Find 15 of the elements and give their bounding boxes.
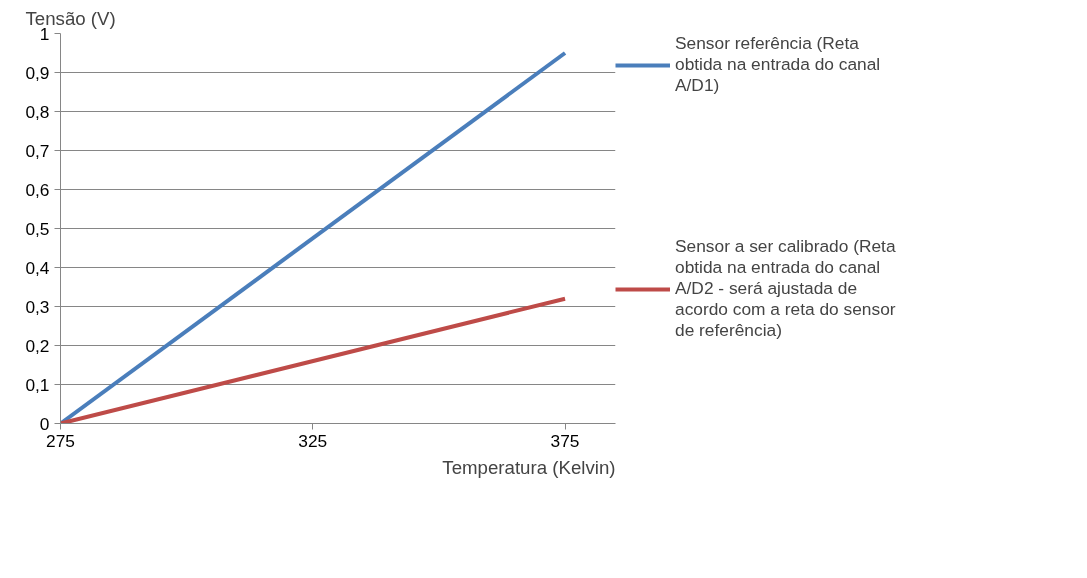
y-axis-title: Tensão (V): [25, 7, 116, 29]
y-tick-label: 0,5: [25, 218, 50, 239]
legend-label: Sensor a ser calibrado (Reta obtida na entrada do canal A/D2 - será ajustada de acordo com a reta do sensor de referência): [675, 236, 896, 341]
x-axis-title: Temperatura (Kelvin): [442, 456, 616, 478]
y-tick-label: 0,7: [25, 140, 50, 161]
y-tick-label: 0,4: [25, 257, 50, 278]
legend-label: Sensor referência (Reta obtida na entrada do canal A/D1): [675, 33, 881, 96]
y-tick-label: 0,2: [25, 335, 50, 356]
y-tick-label: 0,1: [25, 374, 50, 395]
y-tick-label: 0,6: [25, 179, 50, 200]
y-tick-label: 0,9: [25, 62, 50, 83]
x-tick-label: 375: [550, 430, 580, 451]
x-tick-label: 325: [298, 430, 328, 451]
y-tick-label: 0,3: [25, 296, 50, 317]
y-tick-label: 0,8: [25, 101, 50, 122]
